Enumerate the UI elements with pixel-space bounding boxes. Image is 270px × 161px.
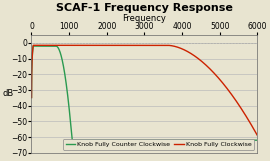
Y-axis label: dB: dB [3,89,14,98]
Legend: Knob Fully Counter Clockwise, Knob Fully Clockwise: Knob Fully Counter Clockwise, Knob Fully… [63,139,254,150]
X-axis label: Frequency: Frequency [123,14,166,23]
Title: SCAF-1 Frequency Response: SCAF-1 Frequency Response [56,3,233,13]
